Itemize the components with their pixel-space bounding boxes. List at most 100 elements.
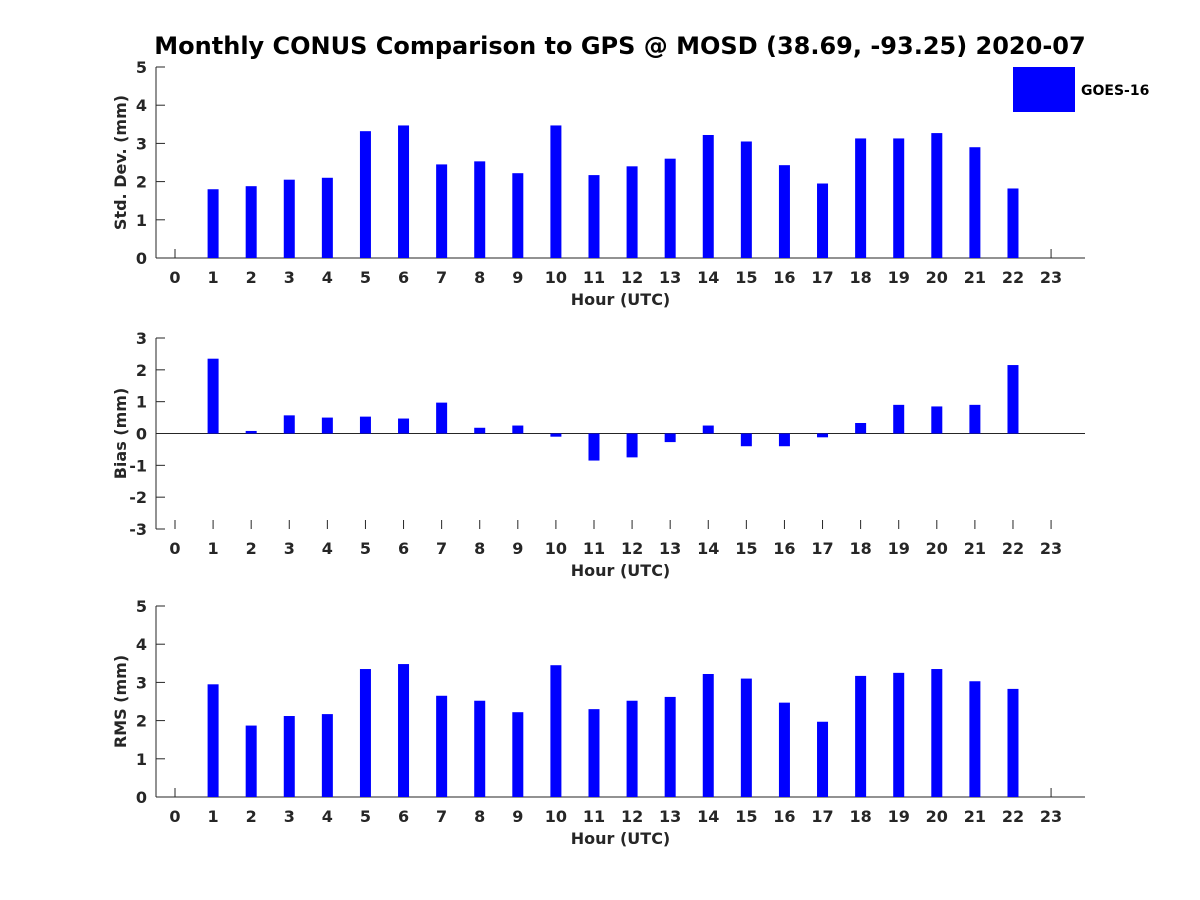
x-tick-label: 18 <box>849 268 871 287</box>
bar-hour-3 <box>283 716 295 797</box>
bar-hour-11 <box>588 433 600 461</box>
x-tick-label: 21 <box>964 807 986 826</box>
bar-hour-19 <box>893 138 905 258</box>
y-axis-label: RMS (mm) <box>111 655 130 748</box>
bar-hour-9 <box>512 173 524 258</box>
y-tick-label: 0 <box>136 788 147 807</box>
bar-hour-8 <box>474 700 486 797</box>
x-tick-label: 1 <box>208 807 219 826</box>
bar-hour-17 <box>817 721 829 797</box>
bar-hour-14 <box>702 134 714 258</box>
y-tick-label: 1 <box>136 393 147 412</box>
x-tick-label: 7 <box>436 539 447 558</box>
y-tick-label: 2 <box>136 173 147 192</box>
x-tick-label: 17 <box>811 807 833 826</box>
x-tick-label: 11 <box>583 268 605 287</box>
y-tick-label: 3 <box>136 329 147 348</box>
bar-hour-7 <box>436 402 448 434</box>
y-tick-label: 0 <box>136 249 147 268</box>
bar-hour-3 <box>283 415 295 434</box>
x-tick-label: 9 <box>512 268 523 287</box>
x-tick-label: 10 <box>545 807 567 826</box>
x-tick-label: 4 <box>322 539 333 558</box>
bar-hour-7 <box>436 164 448 258</box>
bar-hour-14 <box>702 425 714 434</box>
bar-hour-21 <box>969 147 981 258</box>
legend: GOES-16 <box>1013 67 1149 112</box>
y-tick-label: 4 <box>136 635 147 654</box>
x-tick-label: 19 <box>888 268 910 287</box>
x-tick-label: 0 <box>169 807 180 826</box>
bar-hour-11 <box>588 175 600 258</box>
bar-hour-5 <box>359 131 371 258</box>
x-tick-label: 3 <box>284 539 295 558</box>
bar-hour-19 <box>893 672 905 797</box>
bar-hour-14 <box>702 673 714 797</box>
x-tick-label: 9 <box>512 807 523 826</box>
y-tick-label: 1 <box>136 211 147 230</box>
bar-hour-10 <box>550 665 562 797</box>
x-tick-label: 5 <box>360 807 371 826</box>
x-tick-label: 22 <box>1002 807 1024 826</box>
bar-hour-16 <box>778 433 790 447</box>
legend-label: GOES-16 <box>1081 83 1149 99</box>
bar-hour-6 <box>398 418 410 434</box>
bar-hour-12 <box>626 433 638 458</box>
bar-hour-2 <box>245 186 257 258</box>
bar-hour-21 <box>969 404 981 434</box>
y-axis-label: Std. Dev. (mm) <box>111 95 130 230</box>
x-tick-label: 11 <box>583 807 605 826</box>
x-tick-label: 10 <box>545 268 567 287</box>
bar-hour-20 <box>931 133 943 258</box>
y-tick-label: 2 <box>136 361 147 380</box>
x-tick-label: 23 <box>1040 539 1062 558</box>
bar-hour-15 <box>740 141 752 258</box>
bar-hour-6 <box>398 664 410 797</box>
x-tick-label: 15 <box>735 268 757 287</box>
bar-hour-19 <box>893 404 905 434</box>
bar-hour-4 <box>321 417 333 434</box>
x-tick-label: 9 <box>512 539 523 558</box>
bar-hour-18 <box>855 138 867 258</box>
x-tick-label: 16 <box>773 807 795 826</box>
bar-hour-4 <box>321 714 333 797</box>
bar-hour-17 <box>817 433 829 438</box>
y-tick-label: 2 <box>136 712 147 731</box>
bar-hour-2 <box>245 725 257 797</box>
x-tick-label: 15 <box>735 539 757 558</box>
bar-hour-13 <box>664 158 676 258</box>
bar-hour-5 <box>359 669 371 797</box>
x-tick-label: 21 <box>964 539 986 558</box>
bar-hour-9 <box>512 712 524 797</box>
bar-hour-12 <box>626 166 638 258</box>
bar-hour-20 <box>931 406 943 434</box>
bar-hour-22 <box>1007 365 1019 434</box>
x-axis-label: Hour (UTC) <box>571 290 671 309</box>
x-tick-label: 21 <box>964 268 986 287</box>
x-axis-label: Hour (UTC) <box>571 561 671 580</box>
x-tick-label: 10 <box>545 539 567 558</box>
x-tick-label: 12 <box>621 807 643 826</box>
bar-hour-18 <box>855 422 867 434</box>
x-tick-label: 13 <box>659 807 681 826</box>
bar-hour-4 <box>321 177 333 258</box>
x-tick-label: 20 <box>926 539 948 558</box>
x-tick-label: 1 <box>208 539 219 558</box>
x-tick-label: 18 <box>849 807 871 826</box>
x-tick-label: 23 <box>1040 268 1062 287</box>
x-tick-label: 14 <box>697 268 719 287</box>
x-tick-label: 15 <box>735 807 757 826</box>
x-tick-label: 2 <box>246 268 257 287</box>
x-tick-label: 18 <box>849 539 871 558</box>
x-tick-label: 5 <box>360 268 371 287</box>
x-tick-label: 2 <box>246 807 257 826</box>
bar-hour-1 <box>207 358 219 434</box>
y-tick-label: -2 <box>129 488 147 507</box>
chart-title: Monthly CONUS Comparison to GPS @ MOSD (… <box>154 32 1085 60</box>
bar-hour-10 <box>550 433 562 437</box>
x-tick-label: 20 <box>926 807 948 826</box>
bar-hour-3 <box>283 179 295 258</box>
